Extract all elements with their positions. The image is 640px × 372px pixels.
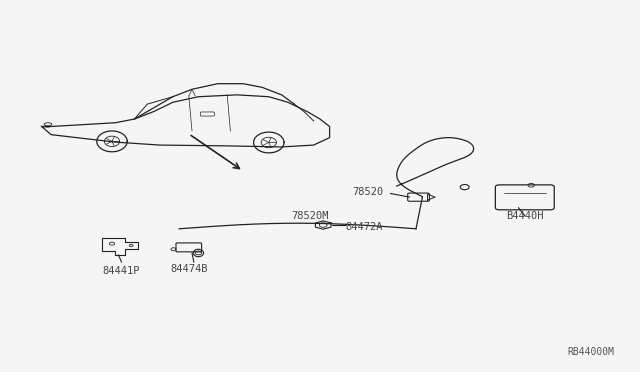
Text: 78520: 78520 (353, 187, 384, 197)
Text: B4440H: B4440H (506, 211, 543, 221)
Text: 84472A: 84472A (346, 222, 383, 232)
Text: 78520M: 78520M (291, 211, 329, 221)
Text: RB44000M: RB44000M (568, 347, 614, 357)
Text: 84441P: 84441P (103, 266, 140, 276)
Text: 84474B: 84474B (170, 264, 207, 274)
